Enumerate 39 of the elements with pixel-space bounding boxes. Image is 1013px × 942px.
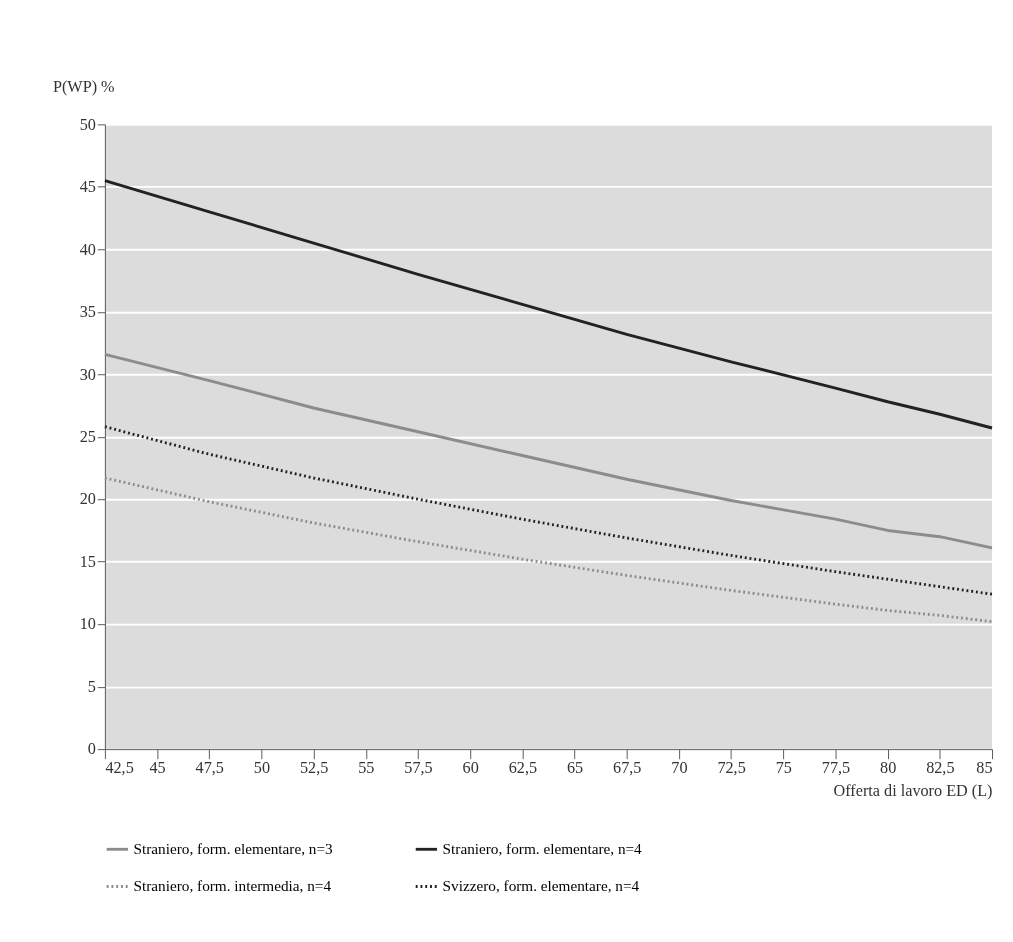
y-tick-label: 35 [79, 303, 96, 322]
legend-label: Straniero, form. elementare, n=4 [442, 840, 643, 858]
x-tick-label: 47,5 [195, 759, 224, 778]
x-tick-label: 50 [253, 759, 271, 778]
x-tick-label: 60 [462, 759, 479, 778]
line-series [103, 476, 994, 624]
line-series [103, 352, 994, 550]
x-tick-label: 70 [671, 759, 688, 778]
x-tick-label: 62,5 [508, 759, 538, 778]
legend-label: Straniero, form. intermedia, n=4 [133, 877, 332, 895]
x-tick-label: 82,5 [926, 759, 955, 778]
line-series [103, 179, 994, 430]
x-tick-label: 67,5 [613, 759, 642, 778]
line-series [103, 425, 994, 596]
x-axis-title: Offerta di lavoro ED (L) [833, 782, 993, 801]
y-tick-label: 0 [87, 740, 96, 759]
y-tick-label: 40 [79, 240, 96, 259]
y-tick-label: 25 [79, 427, 96, 446]
x-tick-label: 80 [880, 759, 897, 778]
x-tick-label: 77,5 [821, 759, 851, 778]
x-tick-label: 65 [566, 759, 584, 778]
x-tick-label: 55 [358, 759, 375, 778]
y-tick-label: 45 [79, 178, 96, 197]
y-tick-label: 20 [79, 490, 96, 509]
x-tick-label: 85 [976, 759, 993, 778]
x-tick-label: 75 [775, 759, 792, 778]
x-tick-label: 45 [149, 759, 166, 778]
x-tick-label: 72,5 [717, 759, 746, 778]
y-axis-title: P(WP) % [52, 78, 115, 97]
y-tick-label: 50 [79, 115, 96, 134]
x-tick-label: 42,5 [105, 759, 134, 778]
y-tick-label: 10 [79, 615, 96, 634]
legend-label: Svizzero, form. elementare, n=4 [442, 877, 640, 895]
y-tick-label: 5 [87, 677, 96, 696]
legend-label: Straniero, form. elementare, n=3 [133, 840, 334, 858]
x-tick-label: 57,5 [404, 759, 433, 778]
y-tick-label: 15 [79, 552, 96, 571]
y-tick-label: 30 [79, 365, 96, 384]
x-tick-label: 52,5 [299, 759, 329, 778]
